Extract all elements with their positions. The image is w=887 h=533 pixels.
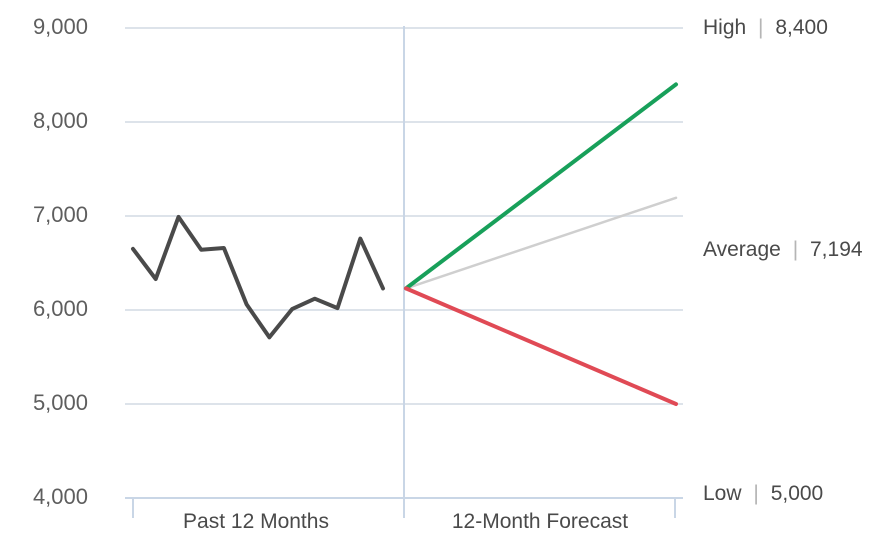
y-tick-label: 8,000 [33, 108, 88, 133]
annotation-separator: | [793, 238, 798, 261]
annotation-average-value: 7,194 [810, 238, 863, 261]
x-label-forecast: 12-Month Forecast [452, 510, 628, 533]
series-line-past [133, 217, 383, 337]
annotation-high-value: 8,400 [775, 16, 828, 39]
annotation-high: High | 8,400 [703, 16, 828, 39]
annotation-average-label: Average [703, 238, 781, 261]
annotation-high-label: High [703, 16, 746, 39]
series-line-high [406, 84, 676, 288]
x-label-past: Past 12 Months [183, 510, 329, 533]
y-tick-label: 6,000 [33, 296, 88, 321]
annotation-low: Low | 5,000 [703, 482, 823, 505]
y-tick-label: 9,000 [33, 14, 88, 39]
annotation-low-value: 5,000 [771, 482, 824, 505]
y-tick-label: 5,000 [33, 390, 88, 415]
forecast-annotations: High | 8,400 Average | 7,194 Low | 5,000 [703, 16, 863, 505]
y-tick-label: 7,000 [33, 202, 88, 227]
annotation-average: Average | 7,194 [703, 238, 863, 261]
x-category-labels: Past 12 Months 12-Month Forecast [183, 510, 628, 533]
annotation-low-label: Low [703, 482, 742, 505]
series-line-average [406, 198, 676, 289]
annotation-separator: | [753, 482, 758, 505]
axes [125, 26, 683, 518]
annotation-separator: | [758, 16, 763, 39]
y-tick-label: 4,000 [33, 484, 88, 509]
y-tick-labels: 9,000 8,000 7,000 6,000 5,000 4,000 [33, 14, 88, 509]
series-line-low [406, 288, 676, 404]
